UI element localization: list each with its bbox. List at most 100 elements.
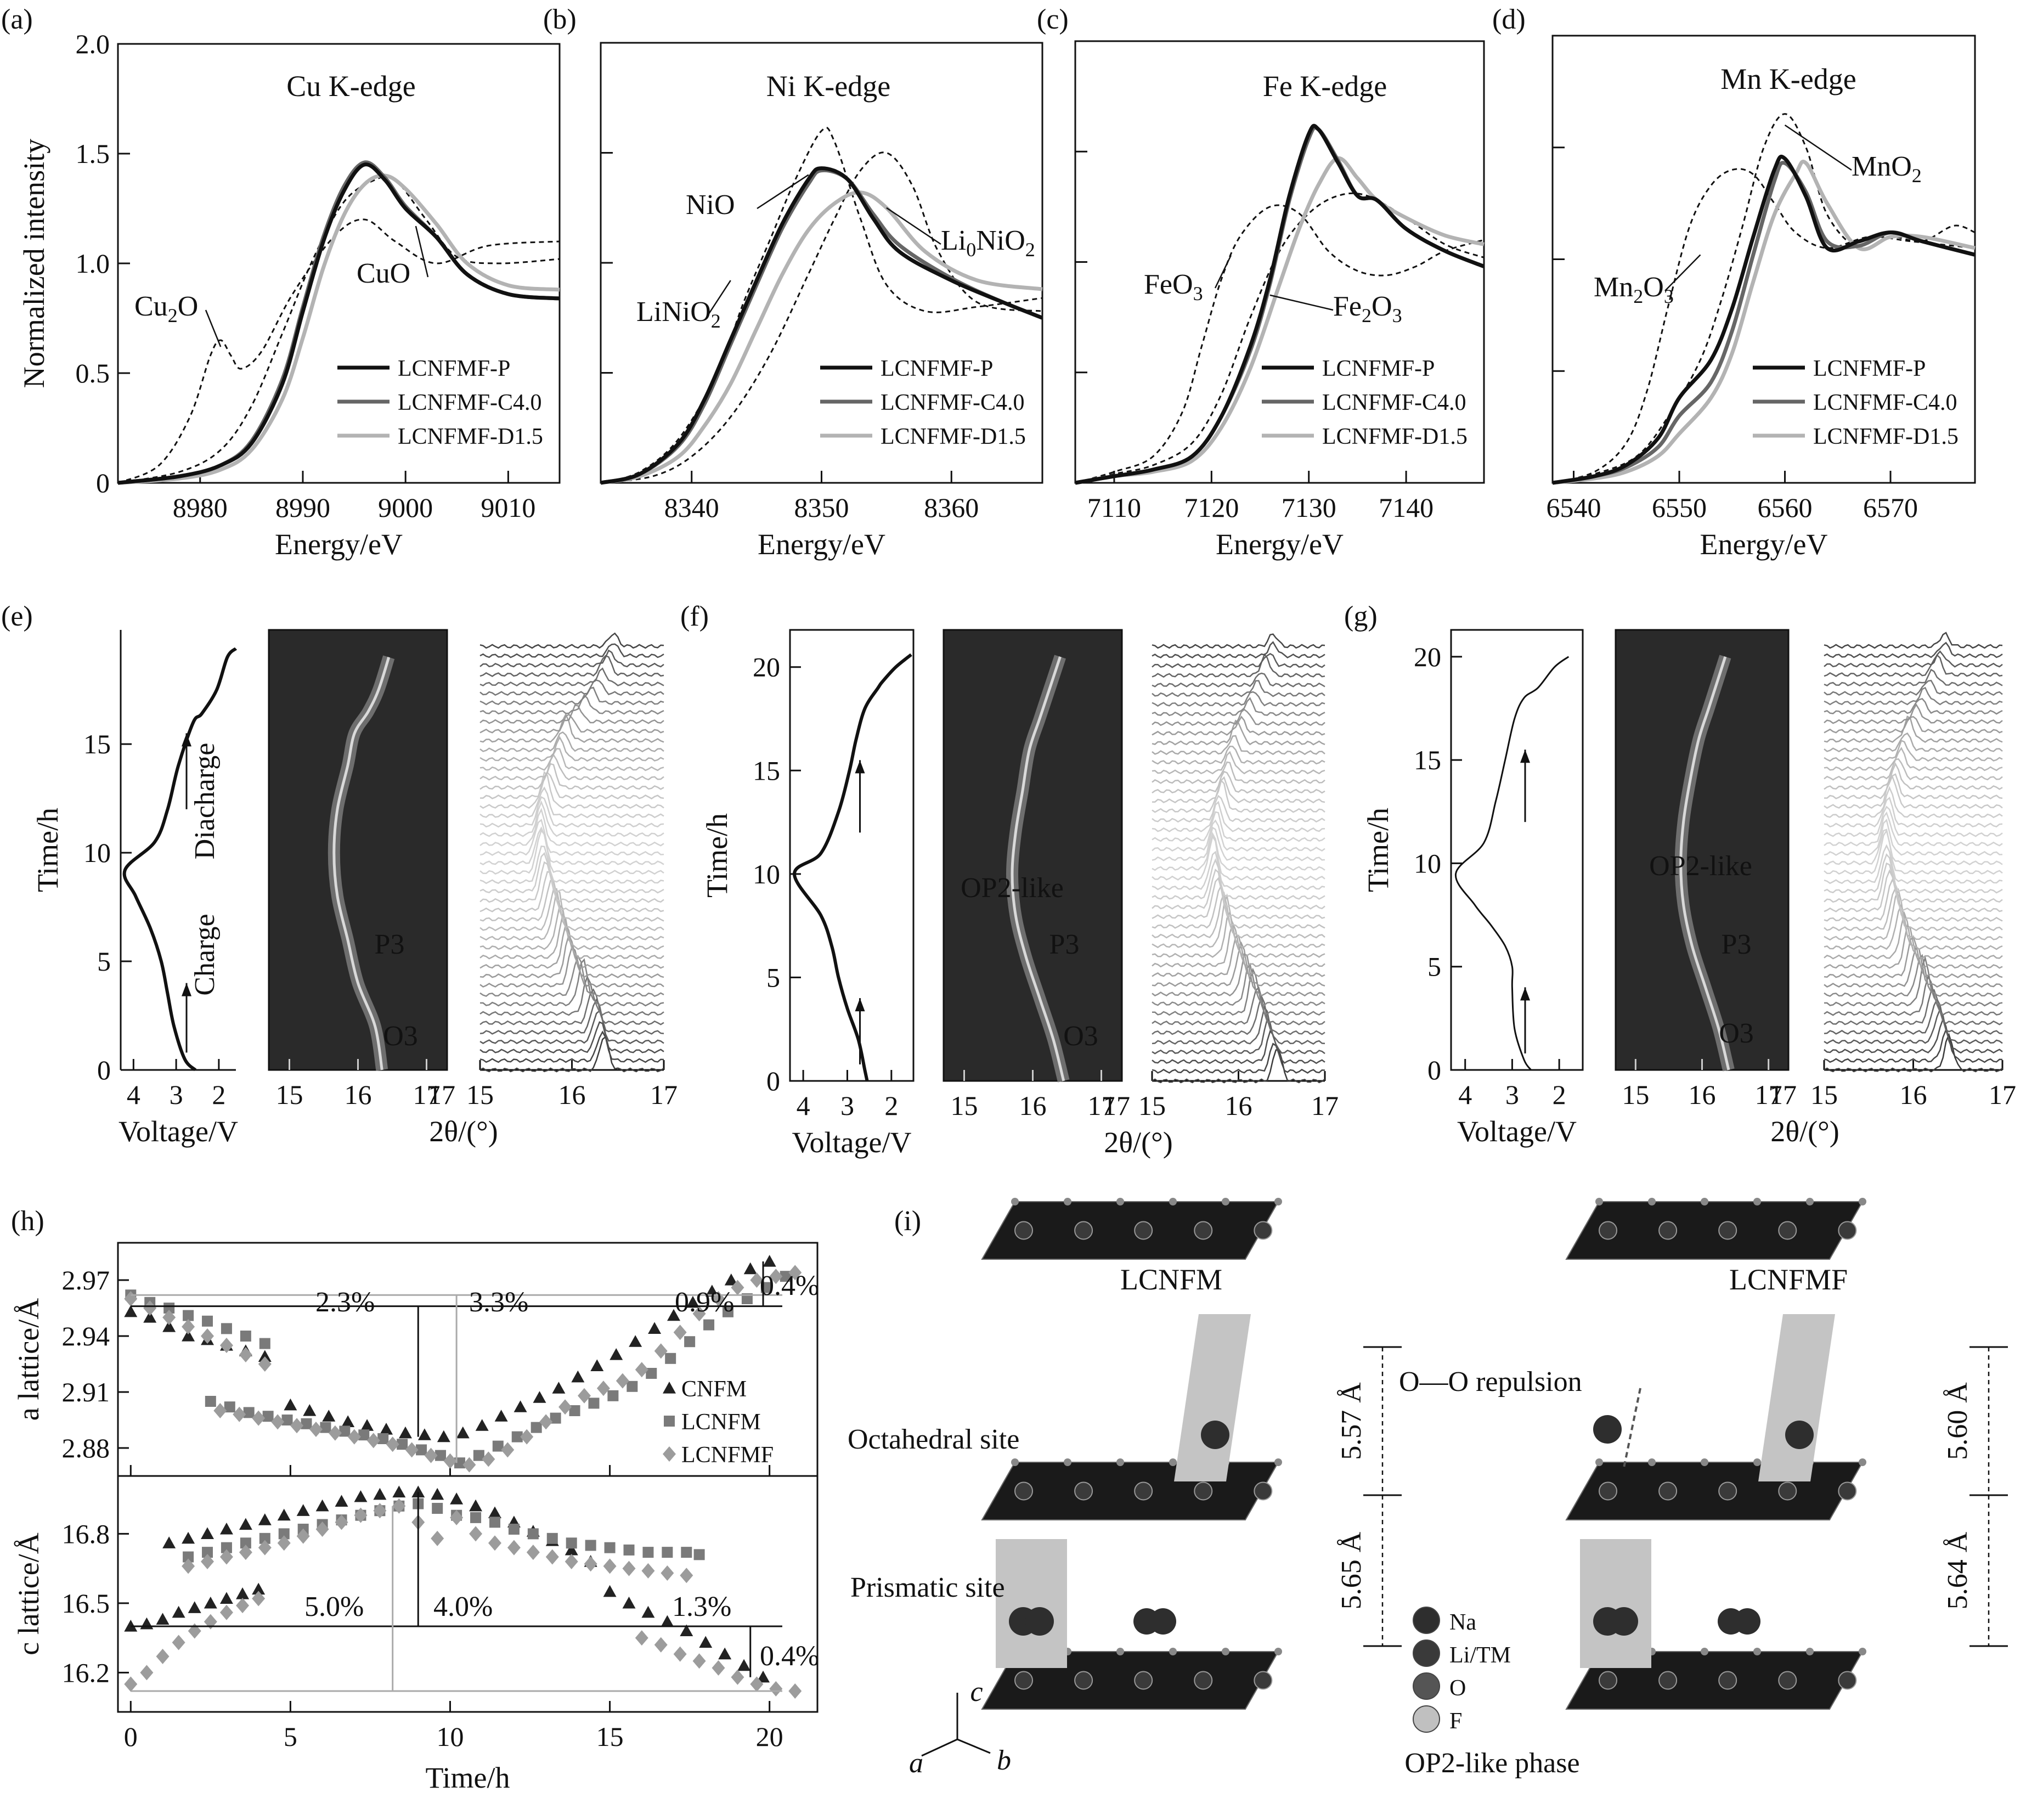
phase-label: OP2-like phase <box>1404 1748 1579 1779</box>
xrd-trace <box>479 713 664 743</box>
y-tick-label: 20 <box>1414 641 1441 672</box>
marker-triangle <box>188 1601 201 1613</box>
marker-square <box>664 1416 675 1427</box>
y-tick-label: 1.5 <box>76 138 110 169</box>
marker-diamond <box>769 1269 783 1284</box>
atom-na <box>1201 1421 1229 1449</box>
y-tick-label: 0 <box>766 1066 780 1096</box>
atom-o <box>1859 1198 1866 1205</box>
x-tick-label: 15 <box>1138 1090 1166 1121</box>
marker-diamond <box>239 1347 252 1362</box>
voltage-curve <box>792 653 912 1081</box>
phase-label: Charge <box>189 914 221 995</box>
percentage-label: 3.3% <box>469 1287 528 1318</box>
xrd-trace <box>1152 715 1325 736</box>
xrd-trace <box>479 753 664 781</box>
xrd-trace <box>479 763 664 790</box>
marker-square <box>221 1542 232 1553</box>
xrd-trace <box>1152 801 1325 832</box>
x-tick-label: 4 <box>1458 1079 1472 1110</box>
x-tick-label: 7120 <box>1184 492 1239 523</box>
annotation-leader <box>1664 254 1701 291</box>
annotation: NiO <box>686 189 735 221</box>
xrd-trace <box>1824 998 2003 1035</box>
octahedral-site-region <box>1174 1314 1251 1481</box>
marker-diamond <box>431 1530 444 1546</box>
legend-label: LCNFMF-D1.5 <box>1322 424 1468 449</box>
marker-diamond <box>233 1406 246 1422</box>
atom-li-tm <box>1074 1481 1093 1501</box>
site-label: Prismatic site <box>850 1572 1005 1603</box>
annotation-leader <box>205 309 222 347</box>
atom-li-tm <box>1254 1481 1273 1501</box>
xrd-trace <box>1824 805 2003 837</box>
repulsion-label: O—O repulsion <box>1399 1366 1582 1398</box>
xrd-trace <box>1824 632 2003 649</box>
x-tick-label: 16 <box>345 1079 372 1110</box>
xrd-trace <box>1152 1043 1325 1074</box>
marker-square <box>281 1415 293 1425</box>
marker-diamond <box>788 1683 802 1699</box>
xrd-trace <box>479 748 664 771</box>
y-tick-label: 15 <box>753 755 780 786</box>
axis-label-b: b <box>997 1745 1011 1776</box>
marker-square <box>607 1390 619 1401</box>
atom-li-tm <box>1074 1671 1093 1690</box>
marker-triangle <box>648 1322 662 1334</box>
xrd-trace <box>1152 708 1325 726</box>
marker-diamond <box>335 1514 348 1530</box>
series-line-Li0NiO2 <box>600 151 1043 484</box>
xrd-trace <box>479 904 664 950</box>
annotation: Li0NiO2 <box>941 225 1035 261</box>
x-axis-label: Energy/eV <box>758 528 885 561</box>
xrd-trace <box>1152 858 1325 900</box>
contour-map <box>1615 629 1790 1071</box>
atom-li-tm <box>1599 1671 1617 1690</box>
atom-li-tm <box>1838 1221 1857 1240</box>
xrd-trace <box>1152 641 1325 659</box>
marker-triangle <box>124 1305 138 1317</box>
x-tick-label: 4 <box>797 1090 810 1121</box>
panel-label: (a) <box>1 4 33 35</box>
contour-peak-ridge <box>1679 656 1730 1070</box>
xrd-trace <box>1152 653 1325 668</box>
voltage-curve <box>1455 656 1570 1070</box>
y-tick-label: 2.94 <box>62 1321 110 1351</box>
spacing-label: 5.60 Å <box>1942 1382 1973 1460</box>
x-tick-label: 15 <box>466 1079 494 1110</box>
marker-triangle <box>718 1647 732 1660</box>
marker-square <box>262 1411 274 1422</box>
contour-peak-ridge <box>1011 656 1065 1081</box>
atom-o <box>1064 1198 1071 1205</box>
series-line-LCNFMF-P <box>600 166 1043 485</box>
marker-diamond <box>603 1558 617 1574</box>
atom-o <box>1595 1458 1603 1466</box>
xrd-trace <box>1152 941 1325 987</box>
marker-triangle <box>201 1527 215 1539</box>
marker-diamond <box>172 1635 185 1650</box>
marker-diamond <box>616 1373 629 1389</box>
y-tick-label: 1.0 <box>76 248 110 279</box>
xrd-trace <box>1152 761 1325 784</box>
marker-diamond <box>654 1637 668 1653</box>
xrd-trace <box>1824 829 2003 875</box>
x-axis-label: 2θ/(°) <box>1104 1126 1172 1159</box>
x-tick-label: 10 <box>436 1721 464 1752</box>
atom-o <box>1116 1458 1124 1466</box>
marker-square <box>780 1271 791 1282</box>
x-tick-label: 8360 <box>924 492 979 523</box>
x-tick-label: 3 <box>840 1090 854 1121</box>
marker-diamond <box>252 1410 266 1426</box>
xrd-trace <box>1824 758 2003 781</box>
atom-o <box>1753 1648 1761 1655</box>
contour-peak-ridge <box>332 657 391 1070</box>
marker-diamond <box>673 1325 687 1340</box>
annotation-leader <box>757 174 809 210</box>
panel-title: Mn K-edge <box>1720 63 1856 95</box>
atom-o <box>1222 1198 1229 1205</box>
marker-triangle <box>565 1543 578 1556</box>
x-axis-label: 2θ/(°) <box>429 1115 498 1148</box>
x-tick-label: 17 <box>413 1079 441 1110</box>
xrd-trace <box>1824 955 2003 1007</box>
